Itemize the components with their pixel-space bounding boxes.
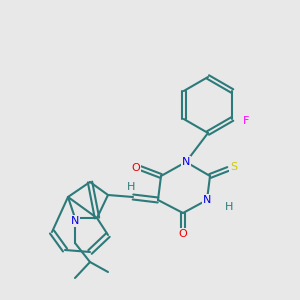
Text: F: F xyxy=(243,116,249,126)
Text: N: N xyxy=(203,195,211,205)
Text: N: N xyxy=(182,157,190,167)
Text: H: H xyxy=(127,182,135,192)
Text: S: S xyxy=(230,162,238,172)
Text: H: H xyxy=(225,202,233,212)
Text: O: O xyxy=(178,229,188,239)
Text: O: O xyxy=(132,163,140,173)
Text: N: N xyxy=(71,216,79,226)
